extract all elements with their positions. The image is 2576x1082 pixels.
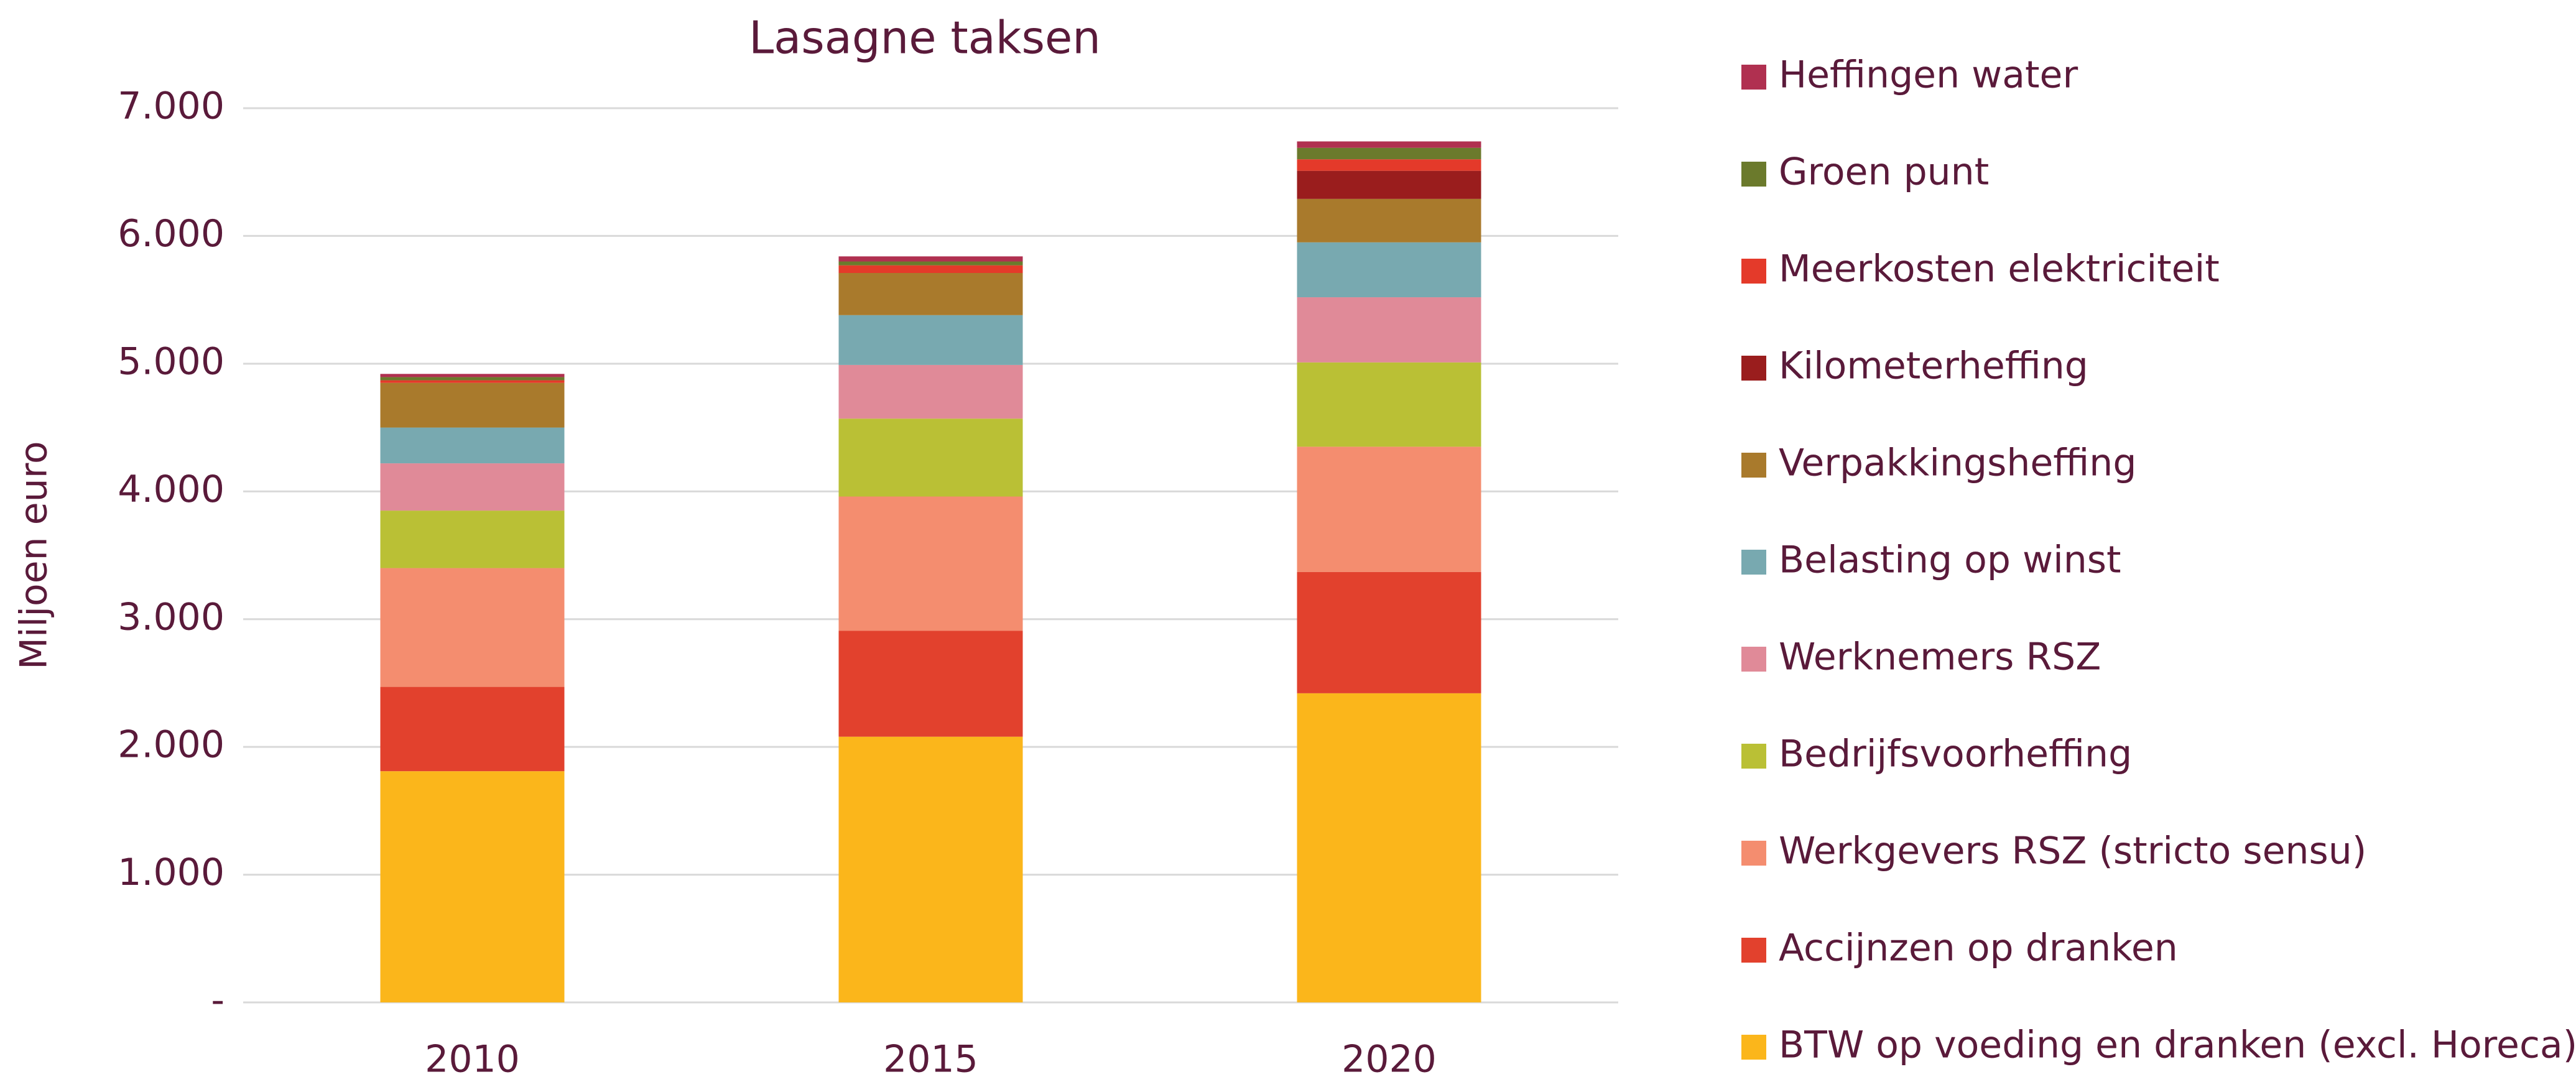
legend-swatch	[1741, 744, 1766, 769]
legend-label: Groen punt	[1779, 150, 1989, 194]
y-tick-label: 6.000	[118, 212, 225, 256]
bar-segment	[1297, 693, 1481, 1002]
bar-segment	[1297, 170, 1481, 199]
bar-segment	[838, 496, 1023, 631]
y-tick-label: -	[211, 979, 225, 1022]
legend-swatch	[1741, 65, 1766, 90]
legend-label: Verpakkingsheffing	[1779, 442, 2136, 485]
y-tick-label: 3.000	[118, 595, 225, 639]
bar-segment	[838, 418, 1023, 497]
x-tick-label: 2015	[883, 1038, 978, 1081]
legend-label: Meerkosten elektriciteit	[1779, 247, 2220, 291]
legend-label: BTW op voeding en dranken (excl. Horeca)	[1779, 1024, 2576, 1067]
legend-swatch	[1741, 1035, 1766, 1060]
chart-title: Lasagne taksen	[749, 12, 1101, 64]
bar-segment	[1297, 571, 1481, 693]
legend-label: Bedrijfsvoorheffing	[1779, 733, 2132, 776]
legend-swatch	[1741, 647, 1766, 672]
bar-segment	[1297, 147, 1481, 160]
legend-label: Werknemers RSZ	[1779, 636, 2101, 679]
bar-segment	[838, 631, 1023, 737]
legend-swatch	[1741, 453, 1766, 478]
legend-swatch	[1741, 162, 1766, 187]
legend-swatch	[1741, 259, 1766, 284]
legend-label: Heffingen water	[1779, 53, 2078, 97]
legend-swatch	[1741, 356, 1766, 381]
y-axis-label: Miljoen euro	[12, 441, 56, 670]
legend-label: Kilometerheffing	[1779, 344, 2088, 388]
bar-segment	[838, 736, 1023, 1002]
y-tick-label: 5.000	[118, 340, 225, 383]
bar-segment	[1297, 141, 1481, 148]
x-tick-label: 2010	[425, 1038, 520, 1081]
x-tick-label: 2020	[1341, 1038, 1437, 1081]
bar-segment	[380, 427, 565, 464]
legend-swatch	[1741, 841, 1766, 866]
bar-segment	[380, 374, 565, 377]
legend-label: Belasting op winst	[1779, 539, 2121, 582]
bar-segment	[1297, 159, 1481, 171]
legend-swatch	[1741, 938, 1766, 963]
y-tick-label: 1.000	[118, 851, 225, 894]
bar-segment	[838, 261, 1023, 266]
y-tick-label: 2.000	[118, 723, 225, 767]
bar-segment	[1297, 446, 1481, 572]
legend-swatch	[1741, 550, 1766, 575]
y-tick-label: 7.000	[118, 85, 225, 128]
legend-label: Accijnzen op dranken	[1779, 927, 2178, 970]
bar-segment	[838, 256, 1023, 262]
legend-label: Werkgevers RSZ (stricto sensu)	[1779, 830, 2366, 873]
bar-segment	[1297, 242, 1481, 298]
bar-segment	[1297, 362, 1481, 447]
bar-segment	[380, 771, 565, 1002]
bar-segment	[380, 568, 565, 687]
bar-segment	[1297, 198, 1481, 243]
bar-segment	[838, 315, 1023, 365]
y-tick-label: 4.000	[118, 468, 225, 511]
bar-segment	[838, 364, 1023, 419]
bar-segment	[380, 463, 565, 511]
bar-segment	[838, 265, 1023, 274]
bar-segment	[380, 382, 565, 428]
bar-segment	[838, 273, 1023, 315]
bar-segment	[380, 380, 565, 383]
bar-segment	[380, 377, 565, 381]
bar-segment	[380, 687, 565, 772]
bar-segment	[380, 511, 565, 568]
bar-segment	[1297, 297, 1481, 363]
